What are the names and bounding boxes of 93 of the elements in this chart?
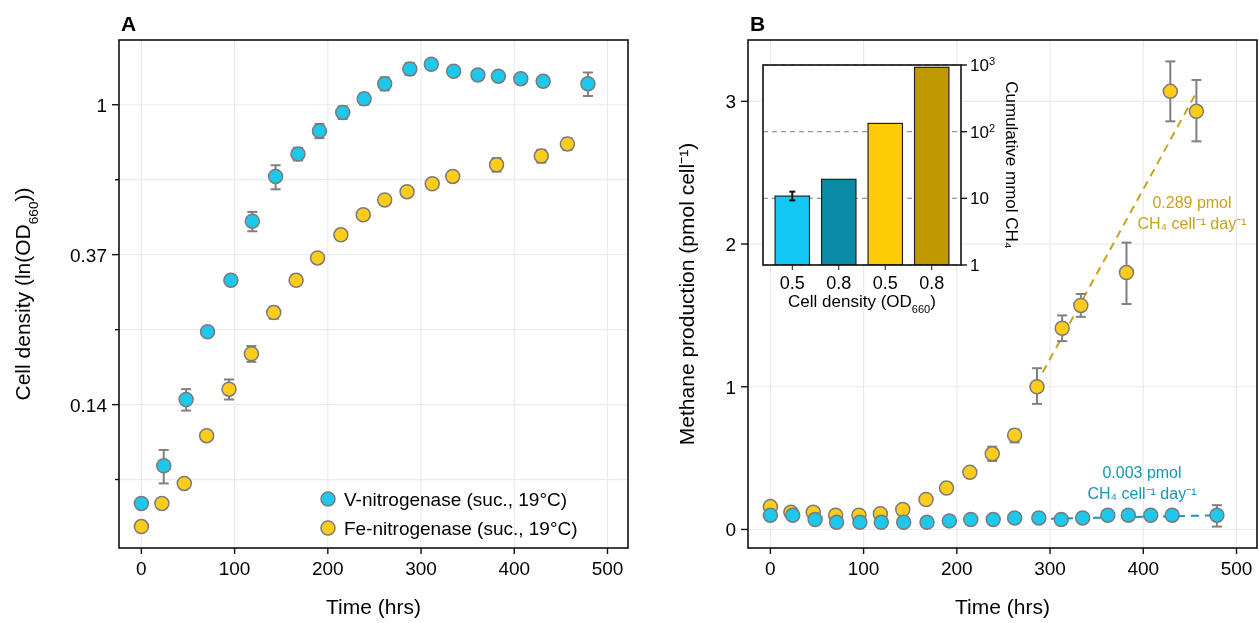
- point: [918, 491, 934, 508]
- point: [223, 272, 239, 289]
- point: [828, 514, 845, 531]
- point: [445, 63, 462, 80]
- point: [1162, 83, 1179, 100]
- legend-label: V-nitrogenase (suc., 19°C): [344, 489, 568, 510]
- point: [1118, 264, 1135, 281]
- point: [244, 213, 261, 229]
- x-tick-label: 300: [405, 558, 437, 579]
- point: [1073, 297, 1089, 314]
- annotation: 0.003 pmol CH₄ cell⁻¹ day⁻¹: [1087, 464, 1197, 502]
- point: [1120, 507, 1137, 523]
- point: [535, 73, 551, 89]
- y-tick-label: 0.37: [70, 244, 107, 266]
- x-tick-label: 0: [136, 558, 147, 579]
- x-tick-label: 300: [1034, 558, 1066, 579]
- point: [333, 227, 349, 243]
- point: [1006, 510, 1023, 526]
- x-tick-label: 100: [847, 558, 880, 579]
- point: [938, 480, 955, 496]
- y-tick-label: 0.14: [70, 394, 108, 416]
- point: [355, 207, 371, 223]
- point: [580, 76, 596, 92]
- point: [1074, 510, 1091, 526]
- x-tick-label: 200: [940, 558, 973, 579]
- point: [1053, 511, 1069, 528]
- point: [423, 56, 440, 72]
- x-tick-label: 500: [1220, 558, 1253, 579]
- point: [985, 511, 1001, 528]
- x-tick-label: 0.5: [872, 273, 898, 293]
- y-tick-label: 2: [725, 234, 736, 256]
- point: [154, 495, 170, 512]
- x-tick-label: 200: [311, 558, 344, 579]
- point: [1209, 507, 1225, 523]
- x-axis-title: Cell density (OD$_{660}$): [788, 292, 936, 315]
- point: [873, 514, 890, 531]
- point: [762, 507, 779, 523]
- point: [424, 176, 440, 192]
- point: [895, 501, 911, 518]
- point: [178, 391, 194, 408]
- point: [267, 168, 284, 185]
- y-axis-title: Methane production (pmol cell⁻¹): [675, 142, 698, 446]
- y2-tick-label: 10$^{3}$: [970, 55, 996, 75]
- y-tick-label: 3: [725, 91, 736, 113]
- legend-label: Fe-nitrogenase (suc., 19°C): [344, 518, 578, 539]
- y2-axis-title: Cumulative mmol CH₄: [1002, 81, 1021, 249]
- x-tick-label: 0.8: [826, 273, 852, 293]
- point: [199, 324, 216, 340]
- point: [470, 67, 486, 83]
- point: [852, 514, 868, 531]
- point: [376, 192, 393, 208]
- point: [962, 464, 978, 481]
- point: [895, 514, 912, 531]
- point: [1100, 507, 1116, 523]
- point: [309, 250, 326, 266]
- x-tick-label: 100: [218, 558, 251, 579]
- y-tick-label: 0: [725, 519, 736, 541]
- point: [221, 381, 237, 397]
- point: [919, 514, 935, 531]
- x-tick-label: 500: [591, 558, 624, 579]
- point: [1142, 507, 1159, 523]
- point: [288, 272, 304, 289]
- point: [941, 513, 958, 529]
- x-tick-label: 0.5: [779, 273, 805, 293]
- x-axis-title: Time (hrs): [326, 595, 421, 618]
- x-tick-label: 400: [498, 558, 531, 579]
- point: [1031, 510, 1047, 526]
- x-tick-label: 0: [765, 558, 776, 579]
- point: [176, 475, 193, 492]
- y2-tick-label: 1: [970, 256, 980, 275]
- point: [807, 511, 823, 528]
- annotation: 0.289 pmol CH₄ cell⁻¹ day⁻¹: [1137, 194, 1247, 232]
- point: [1054, 320, 1070, 336]
- x-axis-title: Time (hrs): [955, 595, 1050, 618]
- chart-title: B: [750, 12, 766, 35]
- point: [1164, 507, 1180, 523]
- point: [963, 511, 979, 528]
- point: [399, 183, 415, 200]
- x-tick-label: 400: [1127, 558, 1160, 579]
- point: [133, 495, 150, 512]
- y2-tick-label: 10$^{2}$: [970, 121, 996, 142]
- point: [513, 70, 529, 87]
- point: [1188, 103, 1205, 120]
- y-tick-label: 1: [725, 376, 736, 398]
- x-tick-label: 0.8: [919, 273, 945, 293]
- y-tick-label: 1: [96, 94, 107, 116]
- point: [133, 518, 150, 535]
- point: [490, 68, 507, 84]
- chart-title: A: [121, 12, 137, 35]
- point: [198, 427, 215, 444]
- point: [1029, 379, 1045, 395]
- point: [156, 458, 172, 474]
- y2-tick-label: 10: [970, 189, 989, 209]
